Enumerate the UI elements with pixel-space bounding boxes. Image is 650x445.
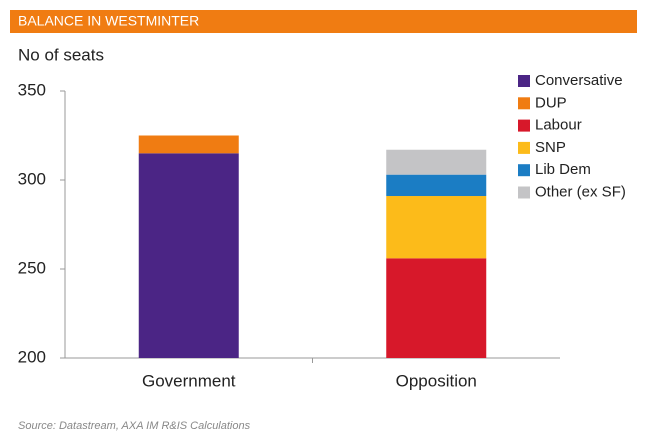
- bar-segment: [138, 135, 239, 154]
- legend-swatch: [518, 97, 530, 110]
- header-title: BALANCE IN WESTMINTER: [18, 13, 199, 29]
- legend-label: DUP: [535, 94, 567, 111]
- bar-segment: [386, 174, 487, 197]
- x-tick-label: Opposition: [396, 371, 477, 390]
- legend-swatch: [518, 141, 530, 154]
- legend-label: Lib Dem: [535, 161, 591, 178]
- legend-swatch: [518, 186, 530, 199]
- chart-subtitle: No of seats: [18, 45, 104, 64]
- bar-segment: [138, 153, 239, 358]
- legend-swatch: [518, 75, 530, 87]
- legend-label: Labour: [535, 117, 582, 134]
- y-tick-label: 350: [18, 80, 46, 99]
- legend-label: Conversative: [535, 72, 623, 89]
- legend-swatch: [518, 119, 530, 132]
- legend-label: SNP: [535, 139, 566, 156]
- y-tick-label: 300: [18, 169, 46, 188]
- bar-segment: [386, 258, 487, 358]
- y-tick-label: 200: [18, 347, 46, 366]
- legend-label: Other (ex SF): [535, 183, 626, 200]
- legend-swatch: [518, 164, 530, 177]
- x-tick-label: Government: [142, 371, 236, 390]
- header-bar: [10, 10, 637, 33]
- bar-segment: [386, 196, 487, 259]
- bar-segment: [386, 149, 487, 175]
- source: Source: Datastream, AXA IM R&IS Calculat…: [18, 420, 251, 432]
- y-tick-label: 250: [18, 258, 46, 277]
